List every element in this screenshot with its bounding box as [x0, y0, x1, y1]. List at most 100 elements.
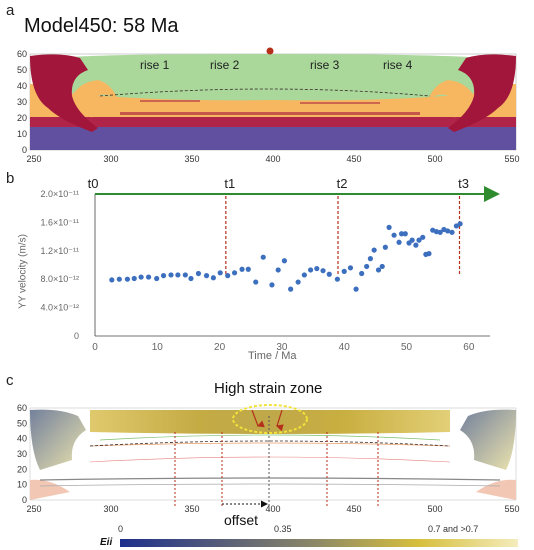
data-point: [449, 229, 455, 235]
data-point: [182, 272, 188, 278]
y-tick-label: 4.0×10⁻¹²: [40, 303, 79, 313]
y-tick-label: 10: [17, 129, 27, 139]
orange-contour: [89, 442, 451, 447]
data-point: [188, 275, 194, 282]
data-point: [195, 270, 202, 277]
x-tick-label: 250: [26, 504, 41, 514]
data-point: [269, 282, 275, 288]
data-point: [160, 273, 167, 279]
time-marker-label: t1: [224, 176, 235, 191]
offset-label: offset: [224, 512, 258, 528]
y-tick-label: 1.2×10⁻¹¹: [40, 246, 79, 256]
data-point: [275, 267, 281, 273]
data-point: [359, 270, 365, 277]
rise-3-label: rise 3: [310, 58, 340, 72]
data-point: [398, 231, 405, 237]
y-tick-label: 2.0×10⁻¹¹: [40, 189, 79, 199]
panel-a-x-axis: 250 300 350 400 450 500 550: [26, 154, 519, 164]
rise-2-label: rise 2: [210, 58, 240, 72]
strain-arrow-right: [275, 409, 284, 432]
x-tick-label: 0: [92, 342, 98, 353]
data-point: [168, 272, 174, 278]
right-bottom-strain: [476, 479, 516, 500]
data-point: [154, 275, 160, 282]
y-tick-label: 10: [17, 480, 27, 490]
x-tick-label: 300: [103, 154, 118, 164]
data-point: [334, 276, 340, 282]
panel-b-y-label: YY velocity (m/s): [17, 234, 29, 309]
rise-4-label: rise 4: [383, 58, 413, 72]
colorbar-tick-0: 0: [118, 524, 124, 534]
y-tick-label: 60: [17, 403, 27, 413]
data-point: [314, 265, 320, 272]
x-tick-label: 50: [401, 342, 413, 353]
panel-c-y-axis: 0 10 20 30 40 50 60: [17, 403, 27, 505]
data-point: [413, 242, 419, 248]
data-point: [437, 229, 443, 235]
data-point: [382, 244, 388, 250]
y-tick-label: 50: [17, 418, 27, 428]
x-tick-label: 250: [26, 154, 41, 164]
left-lithosphere: [30, 54, 98, 132]
y-tick-label: 1.6×10⁻¹¹: [40, 217, 79, 227]
right-curl: [428, 80, 474, 118]
data-point: [145, 274, 152, 280]
y-tick-label: 50: [17, 65, 27, 75]
y-tick-label: 20: [17, 113, 27, 123]
panel-b-chart: t0 t1 t2 t3 0 10 20 30 40 50 60 0 4.0×10⁻¹² 8.0×10⁻¹…: [40, 176, 500, 353]
time-marker-label: t2: [337, 176, 348, 191]
y-tick-label: 40: [17, 434, 27, 444]
panel-c-dashed-contour: [89, 440, 451, 447]
high-strain-band: [90, 410, 450, 434]
high-strain-ellipse: [232, 404, 308, 434]
data-point: [396, 239, 402, 245]
colorbar-tick-mid: 0.35: [274, 524, 292, 534]
red-contour: [89, 456, 451, 463]
y-tick-label: 8.0×10⁻¹²: [40, 274, 79, 284]
data-point: [210, 275, 216, 281]
data-point: [367, 256, 373, 262]
gray-contour-2: [39, 483, 501, 487]
x-tick-label: 500: [427, 154, 442, 164]
speckle-pattern: [120, 47, 420, 115]
data-point: [391, 232, 397, 238]
data-point: [231, 270, 238, 276]
green-contour: [99, 434, 441, 441]
high-strain-label: High strain zone: [214, 380, 323, 397]
rise-1-label: rise 1: [140, 58, 170, 72]
mantle-purple-layer: [30, 126, 516, 150]
y-tick-label: 0: [74, 331, 79, 341]
x-tick-label: 450: [346, 154, 361, 164]
panel-a-dashed-contour: [99, 88, 431, 97]
data-point: [131, 275, 137, 282]
colorbar-tick-max: 0.7 and >0.7: [428, 524, 479, 534]
panel-a: 0 10 20 30 40 50 60 250 300 350 400 450 500 550: [17, 47, 520, 164]
x-tick-label: 60: [463, 342, 475, 353]
y-tick-label: 60: [17, 49, 27, 59]
data-point: [347, 265, 354, 271]
data-point: [239, 266, 245, 272]
data-point: [426, 251, 432, 257]
data-point: [320, 268, 326, 274]
data-point: [379, 263, 385, 270]
x-tick-label: 10: [152, 342, 164, 353]
data-point: [260, 254, 266, 260]
rise-boundaries: [174, 432, 379, 508]
data-point: [307, 267, 314, 273]
strain-arrow-left: [251, 409, 265, 428]
data-point: [341, 268, 347, 274]
data-point: [109, 277, 115, 283]
data-point: [116, 276, 122, 282]
left-edge-strain: [30, 409, 86, 470]
y-tick-label: 40: [17, 81, 27, 91]
data-point: [217, 270, 223, 276]
data-point: [203, 273, 210, 279]
time-marker-label: t0: [88, 176, 99, 191]
gray-contour: [39, 477, 501, 481]
data-point: [445, 228, 451, 234]
x-tick-label: 40: [339, 342, 351, 353]
panel-a-y-axis: 0 10 20 30 40 50 60: [17, 49, 27, 155]
x-tick-label: 550: [504, 154, 519, 164]
x-tick-label: 400: [265, 504, 280, 514]
